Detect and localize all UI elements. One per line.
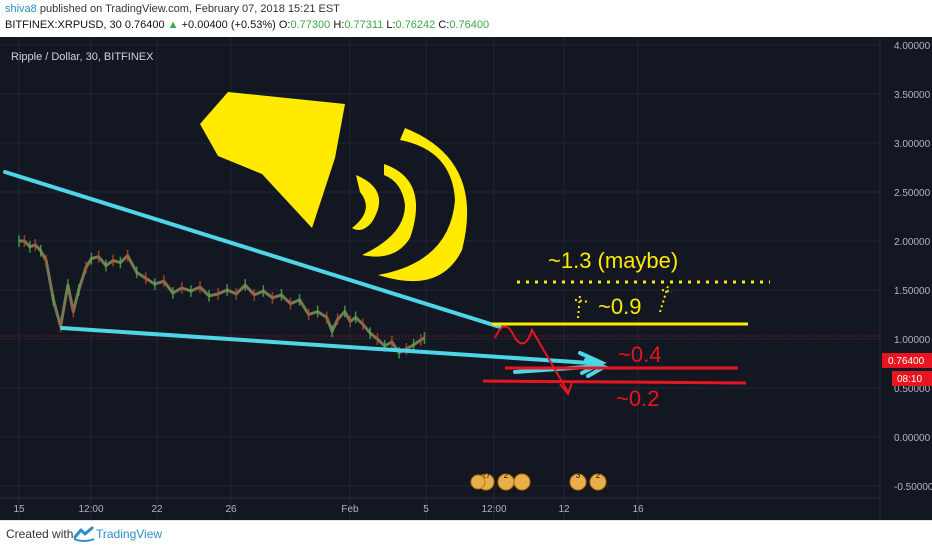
price-tick-label: 1.50000 — [894, 286, 931, 297]
price-tick-label: 1.00000 — [894, 335, 931, 346]
price-axis: 4.00000 3.50000 3.00000 2.50000 2.00000 1.500… — [879, 37, 932, 520]
price-tick-label: 3.00000 — [894, 139, 931, 150]
price-tick-label: 0.50000 — [894, 384, 931, 395]
time-tick-label: 26 — [225, 504, 237, 515]
event-marker-icon — [569, 473, 587, 491]
close-price: 0.76400 — [124, 19, 165, 31]
footer — [0, 520, 932, 551]
event-marker-count: 2 — [596, 471, 601, 480]
event-marker-icon — [513, 473, 531, 491]
published-text: published on TradingView.com, February 0… — [39, 3, 340, 15]
event-marker-count: 27 — [482, 471, 491, 480]
time-tick-label: 12:00 — [481, 504, 506, 515]
price-tick-label: 3.50000 — [894, 90, 931, 101]
timer-badge — [892, 371, 932, 386]
event-marker-count: 3 — [576, 471, 581, 480]
annotation-label: ~0.4 — [618, 342, 661, 367]
price-series — [18, 235, 426, 359]
sound-wave-2-icon — [362, 164, 417, 257]
speaker-icon — [200, 92, 345, 228]
price-tag: 0.76400 08:10 — [882, 353, 932, 386]
upper-trendline — [3, 170, 502, 329]
chart-header: shiva8 published on TradingView.com, Feb… — [0, 0, 932, 36]
annotation-label: ~0.2 — [616, 386, 659, 411]
sound-wave-1-icon — [352, 175, 380, 230]
change-up-icon: ▲ — [167, 19, 179, 31]
sound-wave-3-icon — [378, 128, 468, 282]
low-label: L: — [386, 19, 396, 31]
symbol-label: BITFINEX:XRPUSD, 30 — [5, 19, 122, 31]
trend-arrow-icon — [578, 351, 607, 375]
upward-dotted-arrows — [574, 285, 673, 319]
chart-drawings: ~1.3 (maybe) ~0.9 ~0.4 ~0.2 — [3, 92, 770, 411]
time-tick-label: 12:00 — [78, 504, 103, 515]
time-tick-label: 15 — [13, 504, 25, 515]
time-tick-label: 12 — [558, 504, 570, 515]
high-label: H: — [333, 19, 345, 31]
event-marker-icon — [470, 474, 486, 490]
price-tick-label: 2.50000 — [894, 188, 931, 199]
publish-info: shiva8 published on TradingView.com, Feb… — [5, 3, 340, 15]
event-markers: 27 2 3 2 — [470, 471, 607, 491]
price-tick-label: 0.00000 — [894, 433, 931, 444]
high-value: 0.77311 — [344, 19, 384, 31]
time-tick-label: 22 — [151, 504, 163, 515]
red-arrow-icon — [559, 381, 573, 397]
close-label: C: — [438, 19, 450, 31]
price-tick-label: 2.00000 — [894, 237, 931, 248]
time-tick-label: Feb — [341, 504, 359, 515]
symbol-info: BITFINEX:XRPUSD, 30 0.76400 ▲ +0.00400 (… — [5, 19, 489, 31]
current-price-badge — [882, 353, 932, 368]
author-link[interactable]: shiva8 — [5, 3, 37, 15]
chart-grid — [0, 37, 880, 520]
event-marker-count: 2 — [504, 471, 509, 480]
price-change: +0.00400 (+0.53%) — [181, 19, 276, 31]
current-price-label: 0.76400 — [888, 356, 925, 367]
time-tick-label: 5 — [423, 504, 429, 515]
open-value: 0.77300 — [290, 19, 331, 31]
annotation-label: ~1.3 (maybe) — [548, 248, 678, 273]
annotation-label: ~0.9 — [598, 294, 641, 319]
event-marker-icon — [589, 473, 607, 491]
open-label: O: — [278, 19, 291, 31]
close-value: 0.76400 — [449, 19, 490, 31]
target-line-red-2 — [482, 379, 747, 385]
price-tick-label: -0.50000 — [894, 482, 932, 493]
created-with-label: Created with — [6, 527, 74, 541]
time-tick-label: 16 — [632, 504, 644, 515]
timer-label: 08:10 — [897, 374, 922, 385]
price-tick-label: 4.00000 — [894, 41, 931, 52]
low-value: 0.76242 — [395, 19, 436, 31]
tradingview-logo-icon — [73, 526, 95, 542]
red-path — [494, 325, 569, 393]
tradingview-brand-link[interactable]: TradingView — [96, 527, 163, 541]
chart-title: Ripple / Dollar, 30, BITFINEX — [11, 51, 154, 63]
time-axis: 15 12:00 22 26 Feb 5 12:00 12 16 — [0, 497, 880, 515]
lower-trendline — [60, 326, 592, 365]
